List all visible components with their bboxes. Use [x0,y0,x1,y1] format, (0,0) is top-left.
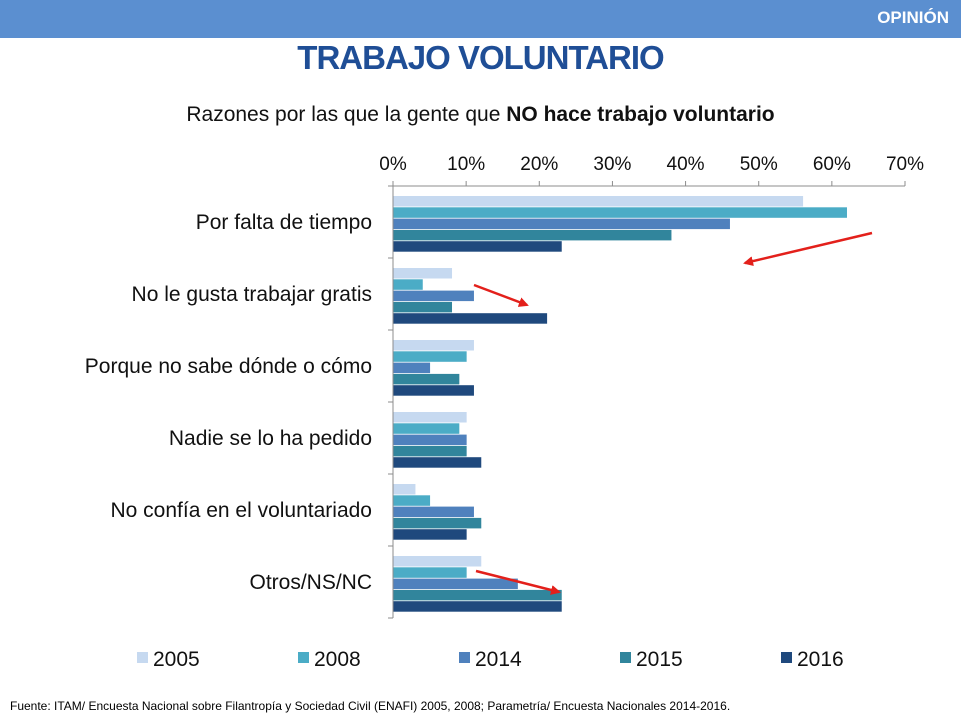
bar [393,506,474,518]
x-tick-label: 50% [740,154,778,175]
bar [393,495,431,506]
arrow-annotation-otros [475,569,561,595]
chart-title-prefix: Razones por las que la gente que [186,103,507,126]
legend-swatch [781,652,792,663]
bar [393,517,482,529]
x-tick-label: 20% [520,154,558,175]
category-label: Porque no sabe dónde o cómo [85,355,372,378]
arrow-annotation-falta-tiempo [743,231,873,267]
category-label: No confía en el voluntariado [110,499,372,522]
category-label: Nadie se lo ha pedido [169,427,372,450]
header-bar [0,0,961,38]
legend-label: 2008 [314,648,361,671]
legend-swatch [620,652,631,663]
legend-swatch [137,652,148,663]
source-note: Fuente: ITAM/ Encuesta Nacional sobre Fi… [10,699,731,713]
bar [393,385,474,396]
legend-label: 2016 [797,648,844,671]
bar [393,601,562,612]
x-tick-label: 30% [593,154,631,175]
x-tick-label: 70% [886,154,924,175]
legend-label: 2005 [153,648,200,671]
bar [393,567,467,578]
bar [393,279,423,290]
chart-title: Razones por las que la gente que NO hace… [0,103,961,127]
category-label: Otros/NS/NC [249,571,372,594]
bar [393,351,467,362]
category-label: Por falta de tiempo [196,211,372,234]
bar [393,290,474,302]
x-tick-label: 0% [379,154,407,175]
x-tick-label: 10% [447,154,485,175]
bar [393,268,453,279]
page-title: TRABAJO VOLUNTARIO [297,39,664,76]
bar [393,484,416,495]
category-label: No le gusta trabajar gratis [132,283,372,306]
bar [393,445,467,457]
bar [393,589,562,601]
bar [393,207,847,218]
bar [393,529,467,540]
legend-swatch [459,652,470,663]
bar [393,196,804,207]
bar [393,340,474,351]
bar [393,373,460,385]
bar [393,313,548,324]
bar [393,556,482,567]
bar [393,434,467,446]
legend-label: 2014 [475,648,522,671]
bar [393,229,672,241]
bar [393,457,482,468]
bar [393,301,453,313]
bar [393,412,467,423]
bar [393,241,562,252]
legend-swatch [298,652,309,663]
arrow-annotation-trabajar-gratis [473,283,529,307]
bar [393,218,730,230]
x-tick-label: 60% [813,154,851,175]
section-label: OPINIÓN [877,8,949,27]
bar [393,362,431,374]
bar [393,578,518,590]
chart-title-bold: NO hace trabajo voluntario [506,103,775,126]
bar [393,423,460,434]
x-tick-label: 40% [667,154,705,175]
legend-label: 2015 [636,648,683,671]
